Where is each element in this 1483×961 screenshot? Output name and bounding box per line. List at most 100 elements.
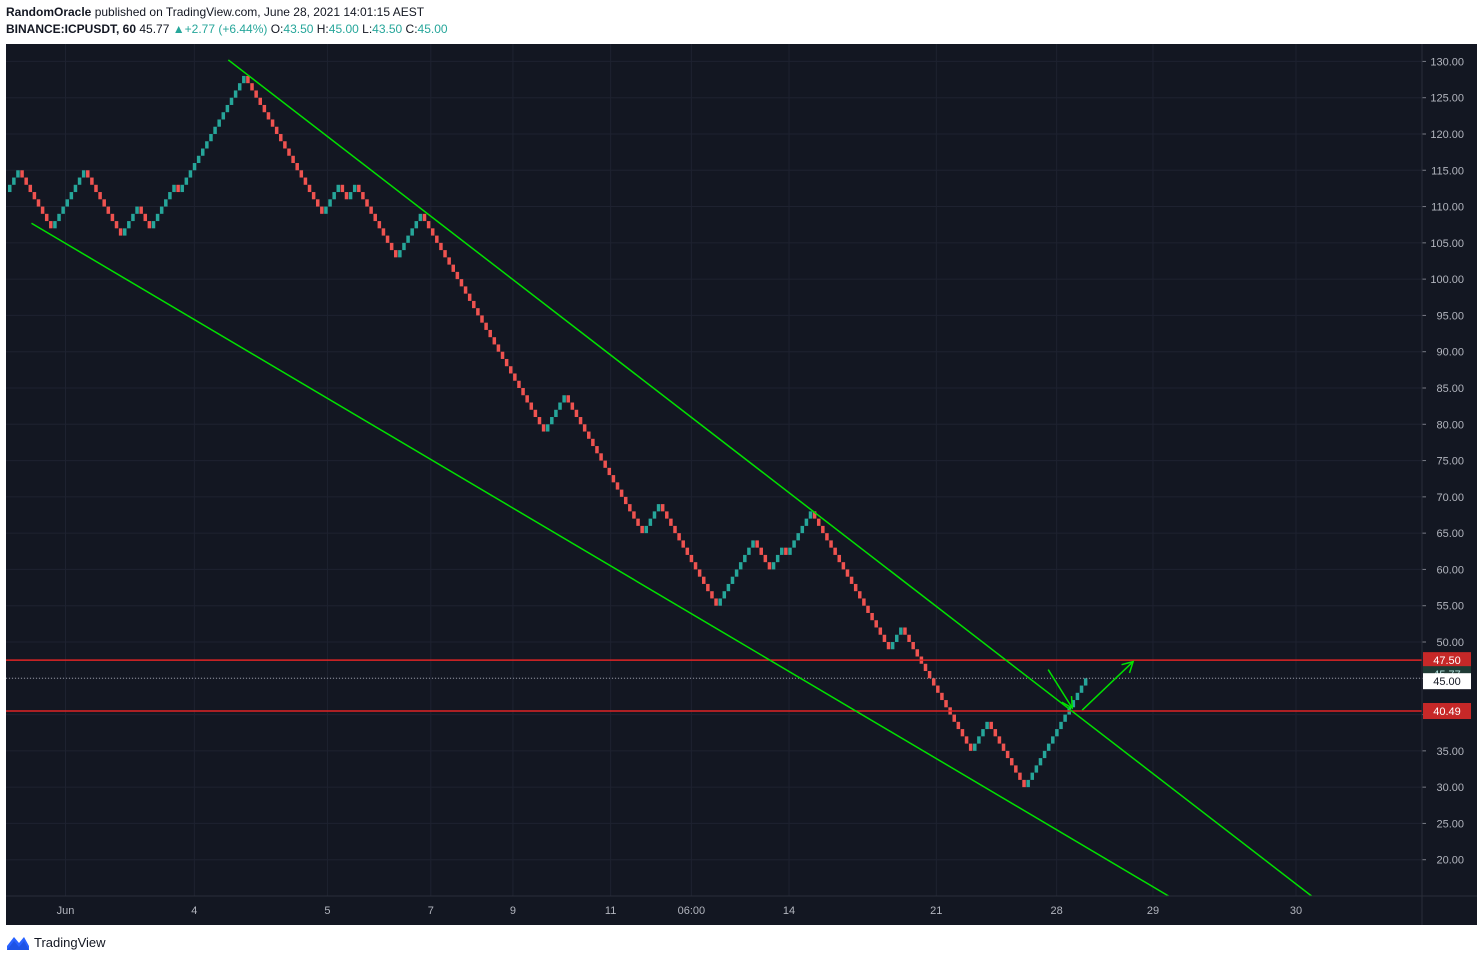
down-brick — [430, 228, 435, 236]
up-brick — [644, 525, 649, 534]
up-brick — [348, 192, 353, 200]
up-brick — [1030, 772, 1035, 780]
down-brick — [759, 547, 763, 555]
y-tick-label: 30.00 — [1436, 782, 1464, 794]
up-brick — [1083, 678, 1088, 686]
down-brick — [669, 518, 673, 526]
high-value: 45.00 — [328, 22, 359, 36]
up-brick — [213, 126, 217, 134]
x-axis[interactable]: Jun 4 5 7 9 11 06:00 14 21 28 29 30 — [6, 895, 1477, 917]
y-tick-label: 55.00 — [1436, 601, 1464, 613]
up-brick — [237, 83, 242, 91]
y-tick-label: 70.00 — [1436, 492, 1464, 504]
down-brick — [964, 736, 969, 744]
down-brick — [1009, 758, 1014, 766]
up-brick — [196, 155, 201, 164]
chart-header: RandomOracle published on TradingView.co… — [0, 0, 1483, 44]
up-brick — [1038, 758, 1043, 766]
up-brick — [151, 221, 156, 229]
down-brick — [459, 279, 464, 287]
down-brick — [874, 620, 878, 628]
up-brick — [180, 184, 184, 193]
down-brick — [603, 460, 607, 468]
down-brick — [849, 576, 854, 584]
down-brick — [878, 627, 883, 635]
close-price-label-bg — [1423, 673, 1471, 690]
down-brick — [488, 329, 492, 338]
up-brick — [12, 177, 16, 185]
up-brick — [336, 184, 341, 193]
down-brick — [1001, 743, 1006, 751]
down-brick — [525, 395, 529, 403]
down-brick — [907, 634, 911, 642]
up-brick — [800, 525, 805, 534]
down-brick — [833, 547, 837, 555]
down-brick — [299, 170, 304, 178]
y-tick-label: 110.00 — [1431, 202, 1464, 214]
up-brick — [1046, 743, 1051, 751]
symbol-label[interactable]: BINANCE:ICPUSDT, 60 — [6, 22, 137, 36]
y-tick-label: 100.00 — [1430, 274, 1464, 286]
price-change: +2.77 (+6.44%) — [184, 22, 268, 36]
down-brick — [24, 177, 28, 185]
down-brick — [94, 184, 98, 193]
author-name[interactable]: RandomOracle — [6, 5, 92, 19]
down-brick — [20, 170, 24, 178]
down-brick — [665, 511, 669, 519]
x-tick-label: 9 — [510, 905, 516, 917]
tradingview-brand[interactable]: TradingView — [34, 935, 106, 950]
up-brick — [743, 554, 747, 563]
up-brick — [8, 184, 12, 193]
renko-bricks — [8, 75, 1088, 788]
down-brick — [283, 141, 287, 149]
down-brick — [250, 83, 254, 91]
up-brick — [418, 213, 423, 222]
up-brick — [788, 547, 792, 555]
up-brick — [1034, 765, 1039, 773]
down-brick — [270, 119, 275, 127]
ohlc-line: BINANCE:ICPUSDT, 60 45.77 ▲+2.77 (+6.44%… — [6, 22, 448, 36]
published-text: published on TradingView.com, June 28, 2… — [94, 5, 425, 19]
down-brick — [303, 177, 308, 185]
y-tick-label: 60.00 — [1436, 564, 1464, 576]
up-brick — [804, 518, 809, 526]
up-brick — [808, 511, 813, 519]
down-brick — [1014, 765, 1018, 773]
up-brick — [352, 184, 357, 193]
up-brick — [205, 141, 209, 149]
down-brick — [521, 387, 525, 396]
down-brick — [599, 453, 603, 461]
tradingview-logo-icon[interactable] — [6, 933, 30, 951]
up-brick — [648, 518, 653, 526]
up-brick — [414, 221, 419, 229]
up-brick — [981, 729, 985, 737]
down-brick — [86, 170, 90, 178]
up-brick — [168, 192, 172, 200]
down-brick — [611, 475, 616, 483]
down-brick — [295, 163, 299, 171]
low-label: L: — [362, 22, 373, 36]
down-brick — [841, 562, 846, 570]
down-brick — [365, 199, 369, 207]
down-brick — [767, 562, 772, 570]
channel-trendline — [31, 222, 1169, 897]
up-brick — [402, 242, 406, 251]
up-brick — [985, 721, 989, 730]
chart-area[interactable]: 130.00 125.00 120.00 115.00 110.00 105.00 100.… — [6, 44, 1477, 925]
down-brick — [361, 192, 365, 200]
footer: TradingView — [0, 925, 1483, 961]
down-brick — [291, 155, 295, 164]
renko-chart[interactable]: 130.00 125.00 120.00 115.00 110.00 105.00 100.… — [6, 44, 1477, 925]
up-brick — [1051, 736, 1055, 744]
up-brick — [155, 213, 160, 222]
down-brick — [812, 511, 817, 519]
up-brick — [730, 576, 735, 584]
down-brick — [373, 213, 377, 222]
up-brick — [726, 583, 731, 592]
up-brick — [1071, 700, 1076, 708]
down-brick — [147, 221, 152, 229]
down-brick — [476, 308, 480, 316]
down-brick — [143, 213, 148, 222]
down-brick — [537, 417, 542, 425]
up-brick — [242, 75, 246, 84]
